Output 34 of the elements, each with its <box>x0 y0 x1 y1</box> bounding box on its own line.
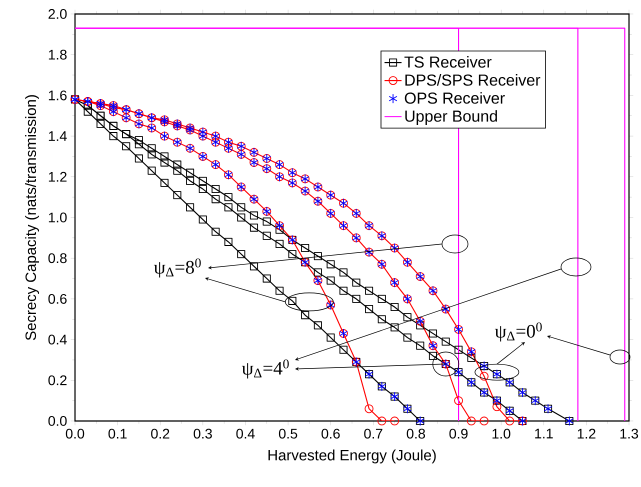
x-tick-label: 0.8 <box>406 428 426 439</box>
y-tick-label: 1.2 <box>48 172 67 182</box>
legend-label: Upper Bound <box>405 110 497 125</box>
x-tick-label: 0.3 <box>194 428 212 439</box>
y-tick-label: 1.6 <box>48 90 67 100</box>
x-tick-label: 0.5 <box>278 428 298 439</box>
x-tick-label: 0.6 <box>322 428 340 439</box>
y-tick-label: 0.8 <box>48 253 67 264</box>
annotation: ψ$_{Δ}$=8$^{0}$ <box>154 258 201 278</box>
legend-label: TS Receiver <box>404 56 492 68</box>
x-tick-label: 1.2 <box>578 428 596 438</box>
y-tick-label: 1.8 <box>48 50 67 60</box>
x-tick-label: 0.7 <box>364 428 382 439</box>
x-axis-title: Harvested Energy (Joule) <box>268 449 436 464</box>
x-tick-label: 0.0 <box>66 428 84 439</box>
y-tick-label: 1.0 <box>48 212 67 222</box>
x-tick-label: 1.1 <box>535 428 553 438</box>
y-tick-label: 0.0 <box>48 416 67 426</box>
legend-label: DPS/SPS Receiver <box>405 74 540 86</box>
x-tick-label: 1.0 <box>492 428 510 439</box>
annotation: ψ$_{Δ}$=4$^{0}$ <box>242 359 289 379</box>
x-tick-label: 0.2 <box>151 428 170 439</box>
y-tick-label: 0.4 <box>48 334 67 345</box>
x-tick-label: 0.9 <box>449 428 468 439</box>
y-tick-label: 2.0 <box>48 9 67 19</box>
legend-label: OPS Receiver <box>404 92 505 104</box>
x-tick-label: 1.3 <box>620 428 638 439</box>
y-tick-label: 0.2 <box>48 375 67 386</box>
y-tick-label: 1.4 <box>48 131 67 141</box>
y-axis-title: Secrecy Capacity (nats/transmission) <box>25 95 39 340</box>
x-tick-label: 0.1 <box>108 428 127 439</box>
annotation: ψ$_{Δ}$=0$^{0}$ <box>494 322 542 342</box>
y-tick-label: 0.6 <box>48 294 67 304</box>
x-tick-label: 0.4 <box>236 428 255 439</box>
